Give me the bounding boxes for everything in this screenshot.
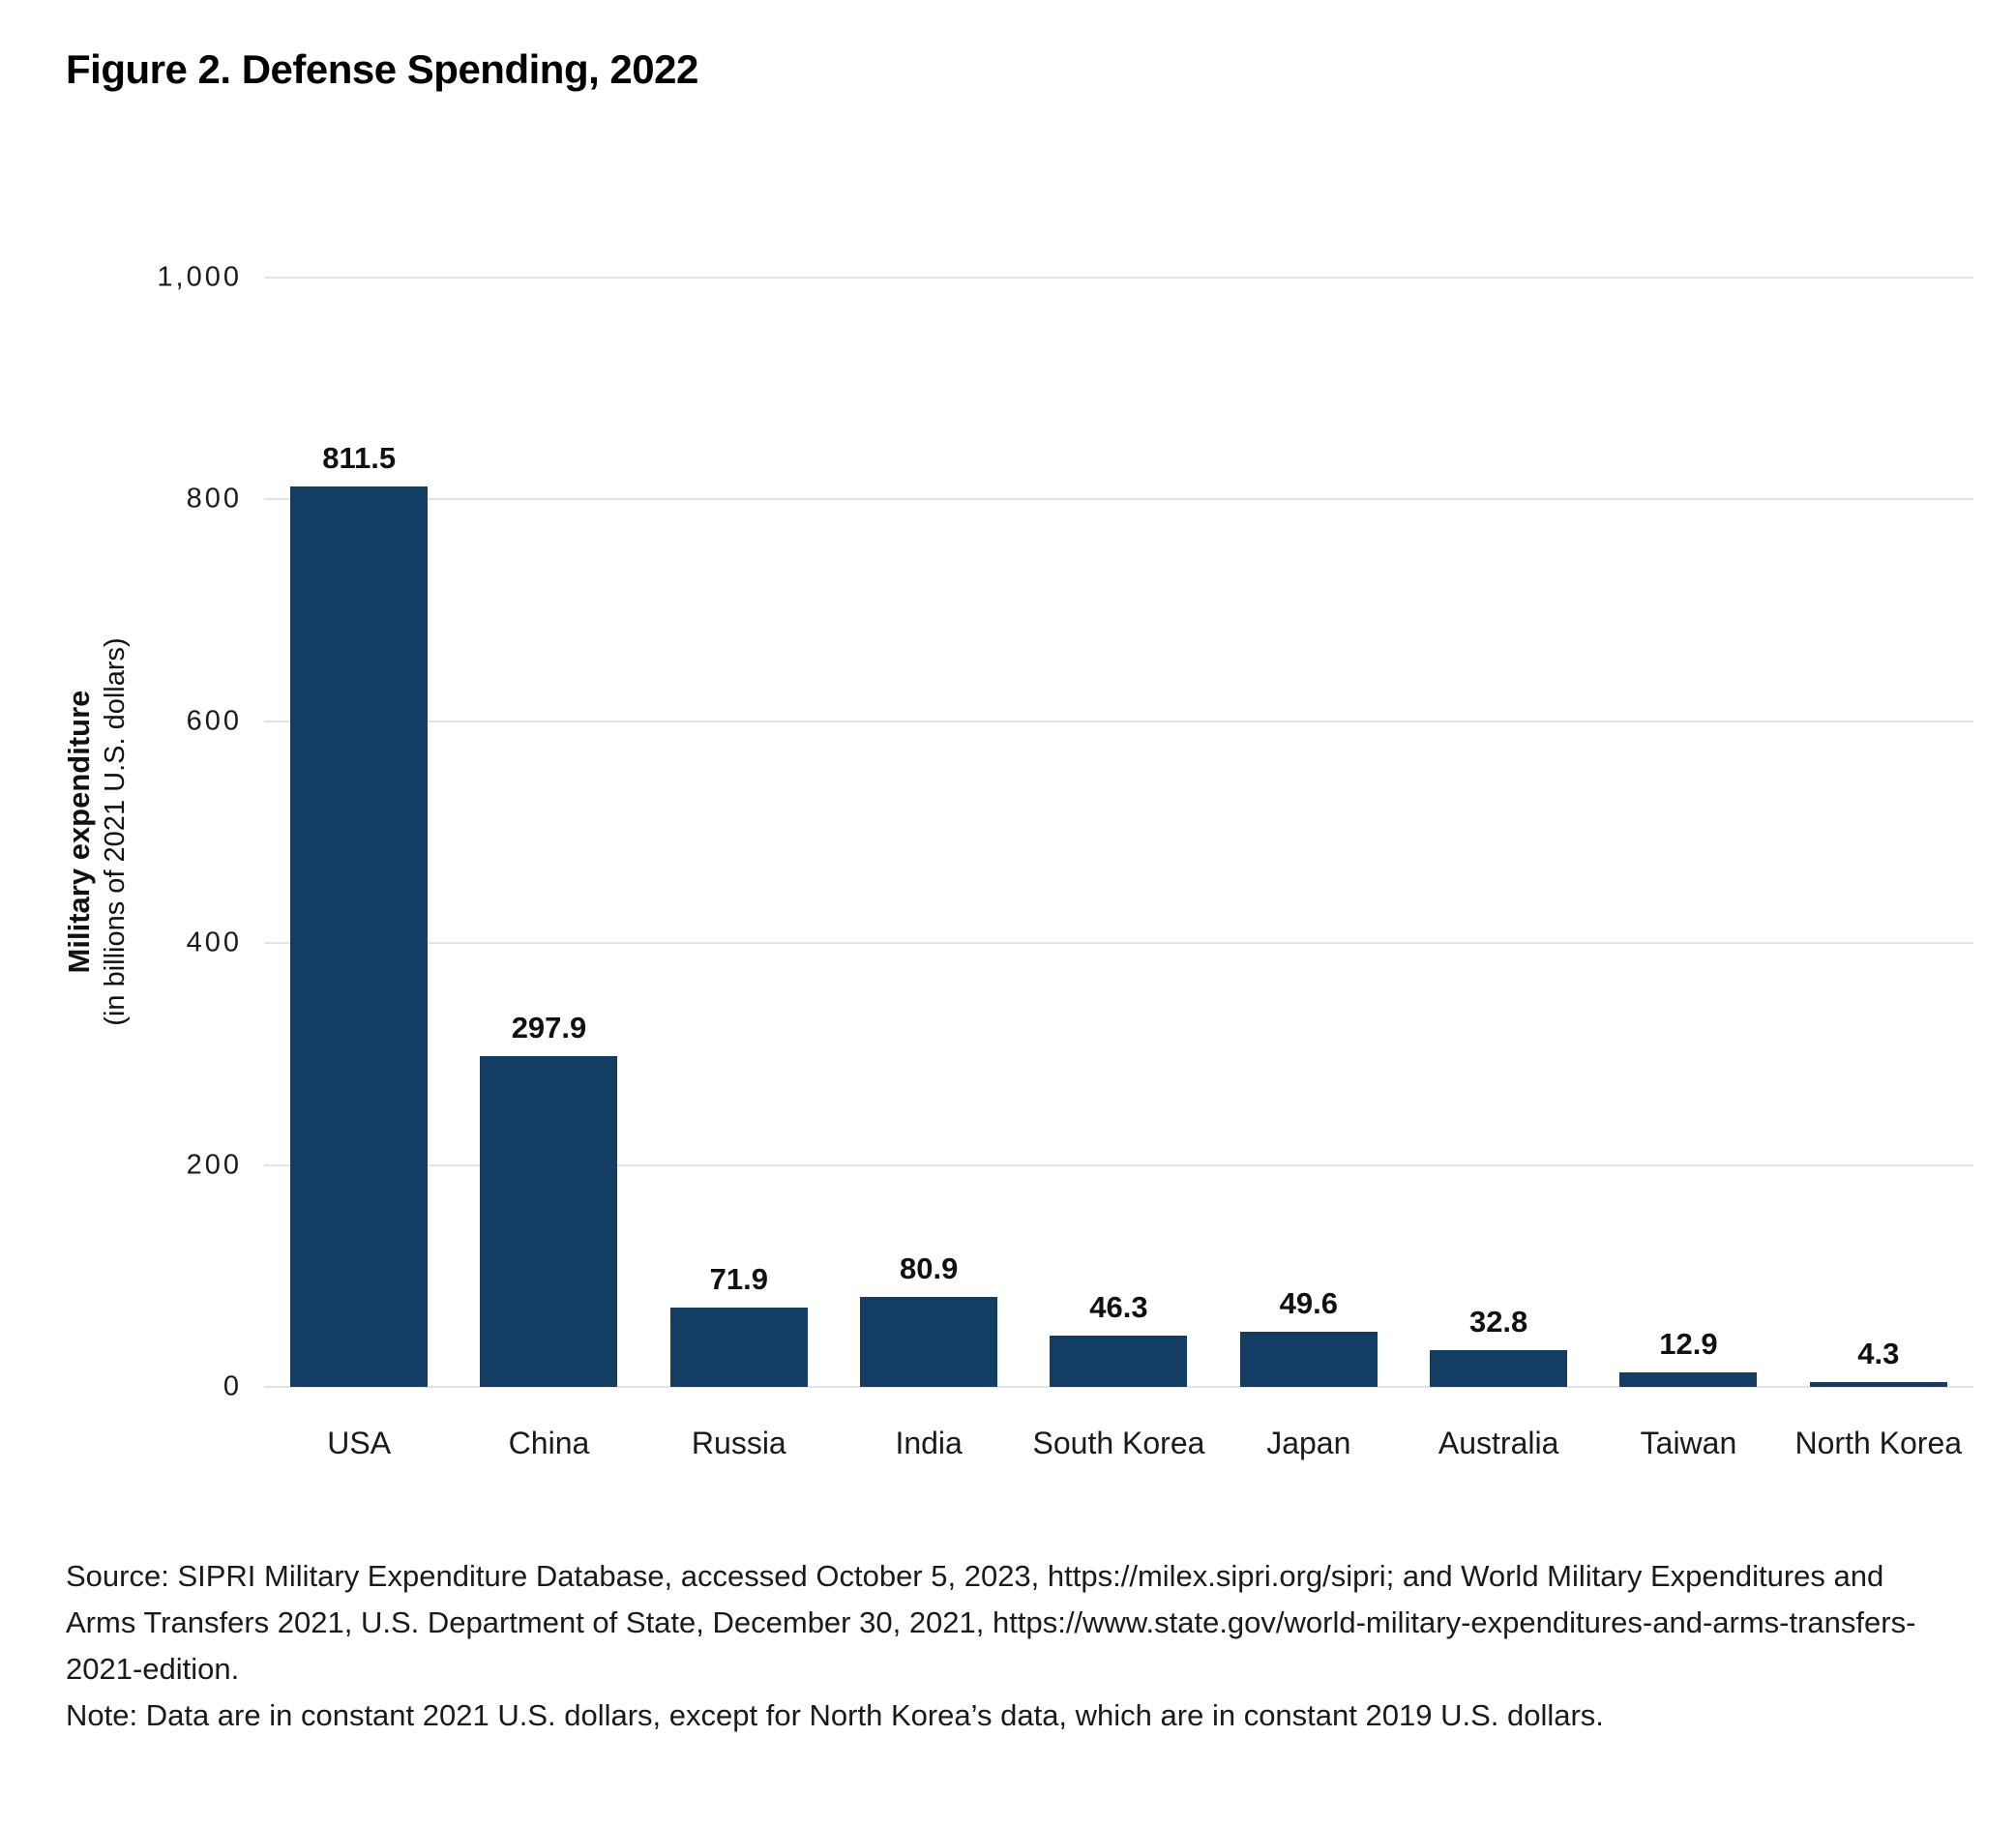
bar [1430, 1350, 1568, 1387]
x-tick-label: Australia [1438, 1426, 1559, 1460]
bar [1050, 1335, 1188, 1387]
y-tick-label: 400 [186, 927, 242, 958]
bar-value-label: 46.3 [1089, 1289, 1148, 1324]
bar-group: 46.3 South Korea [1023, 278, 1213, 1458]
bar [860, 1297, 998, 1387]
y-tick-label: 600 [186, 705, 242, 737]
note-text: Note: Data are in constant 2021 U.S. dol… [66, 1698, 1604, 1732]
bar-value-label: 12.9 [1659, 1327, 1718, 1362]
bar [1809, 1382, 1947, 1387]
bar-group: 297.9 China [454, 278, 643, 1458]
gridline [264, 498, 1973, 501]
bar [1619, 1372, 1758, 1387]
bar-group: 71.9 Russia [644, 278, 834, 1458]
bar-group: 49.6 Japan [1214, 278, 1404, 1458]
bar-value-label: 4.3 [1857, 1337, 1900, 1371]
bar-group: 12.9 Taiwan [1593, 278, 1783, 1458]
x-tick-label: South Korea [1032, 1426, 1205, 1460]
bar-value-label: 71.9 [709, 1261, 768, 1296]
gridline [264, 1163, 1973, 1166]
source-text: Source: SIPRI Military Expenditure Datab… [66, 1559, 1916, 1686]
gridline [264, 720, 1973, 722]
gridline [264, 1386, 1973, 1388]
bar-value-label: 80.9 [899, 1251, 959, 1286]
bar [290, 486, 429, 1387]
figure-title: Figure 2. Defense Spending, 2022 [66, 46, 698, 92]
y-tick-label: 0 [222, 1370, 242, 1402]
bar [669, 1307, 808, 1387]
bar-group: 32.8 Australia [1404, 278, 1593, 1458]
x-tick-label: North Korea [1794, 1426, 1963, 1460]
x-tick-label: Russia [691, 1426, 786, 1460]
gridline [264, 277, 1973, 279]
x-tick-label: China [508, 1426, 590, 1460]
bars-container: 811.5 USA 297.9 China 71.9 Russia 80.9 India 46.… [264, 278, 1973, 1458]
bar-value-label: 32.8 [1468, 1305, 1528, 1339]
y-axis-tick-labels: 0 200 400 600 800 1,000 [0, 263, 242, 1400]
bar-value-label: 49.6 [1279, 1286, 1338, 1321]
bar [480, 1056, 618, 1387]
y-tick-label: 800 [186, 483, 242, 515]
bar-chart: Military expenditure (in billions of 202… [0, 263, 1973, 1458]
y-tick-label: 200 [186, 1149, 242, 1181]
gridline [264, 942, 1973, 945]
x-tick-label: Taiwan [1640, 1426, 1737, 1460]
plot-area: 811.5 USA 297.9 China 71.9 Russia 80.9 India 46.… [264, 277, 1973, 1458]
bar-value-label: 297.9 [511, 1011, 587, 1045]
bar-value-label: 811.5 [322, 441, 397, 476]
x-tick-label: USA [327, 1426, 392, 1460]
bar-group: 80.9 India [834, 278, 1023, 1458]
bar-group: 4.3 North Korea [1784, 278, 1973, 1458]
bar [1239, 1332, 1378, 1387]
x-tick-label: Japan [1266, 1426, 1351, 1460]
x-tick-label: India [895, 1426, 963, 1460]
footer: Source: SIPRI Military Expenditure Datab… [66, 1553, 1952, 1739]
y-tick-label: 1,000 [157, 261, 242, 293]
bar-group: 811.5 USA [264, 278, 454, 1458]
